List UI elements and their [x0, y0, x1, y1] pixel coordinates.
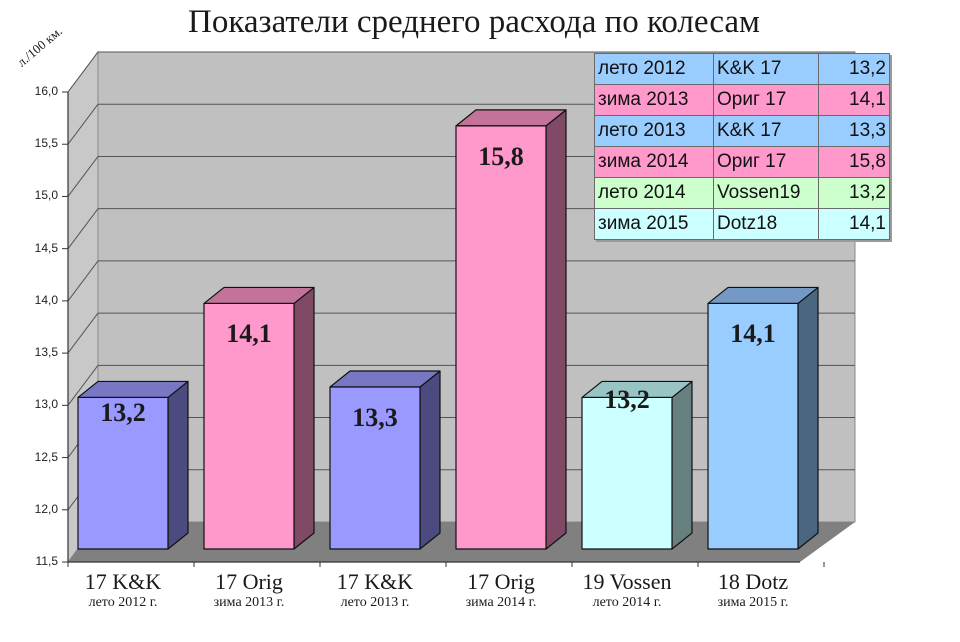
y-tick-marks [62, 91, 68, 563]
y-tick-label: 13,0 [34, 397, 58, 412]
y-tick-label: 15,0 [34, 188, 58, 203]
y-tick-label: 15,5 [34, 136, 58, 151]
category-name: 17 K&K [336, 569, 414, 594]
bars [77, 109, 819, 550]
legend-value: 14,1 [818, 84, 890, 116]
y-tick-label: 12,5 [34, 449, 58, 464]
legend-value: 13,3 [818, 115, 890, 147]
legend-period: лето 2014 [594, 177, 714, 209]
bar-value-label: 15,8 [478, 141, 524, 171]
bar-value-label: 13,3 [352, 403, 398, 432]
y-tick-label: 14,5 [34, 240, 58, 255]
legend-wheel: Ориг 17 [713, 146, 819, 178]
y-tick-label: 13,5 [34, 345, 58, 360]
category-label: 19 Vossen лето 2014 г. [557, 570, 697, 612]
bar [77, 380, 189, 550]
category-label: 18 Dotz зима 2015 г. [683, 570, 823, 612]
category-season: лето 2014 г. [592, 595, 662, 610]
bar-value-label: 14,1 [730, 319, 776, 349]
category-season: зима 2013 г. [213, 595, 285, 610]
legend-row: зима 2013 Ориг 17 14,1 [594, 84, 890, 116]
bar-value-label: 13,2 [604, 385, 650, 414]
legend-wheel: Dotz18 [713, 208, 819, 240]
y-tick-label: 14,0 [34, 292, 58, 307]
legend-row: лето 2012 K&K 17 13,2 [594, 53, 890, 85]
x-tick-marks [67, 562, 825, 567]
y-tick-label: 16,0 [34, 84, 58, 98]
legend-wheel: Ориг 17 [713, 84, 819, 116]
legend-row: зима 2014 Ориг 17 15,8 [594, 146, 890, 178]
category-label: 17 K&K лето 2013 г. [305, 570, 445, 612]
bar [455, 109, 567, 550]
category-season: зима 2014 г. [465, 595, 537, 610]
category-season: зима 2015 г. [717, 595, 789, 610]
bar [581, 380, 693, 550]
category-label: 17 K&K лето 2012 г. [53, 570, 193, 612]
category-season: лето 2013 г. [340, 595, 410, 610]
y-tick-label: 12,0 [34, 501, 58, 516]
legend-period: лето 2012 [594, 53, 714, 85]
legend-row: зима 2015 Dotz18 14,1 [594, 208, 890, 240]
category-name: 19 Vossen [582, 569, 672, 594]
legend-period: зима 2014 [594, 146, 714, 178]
bar [329, 370, 441, 550]
category-name: 17 Orig [215, 569, 283, 594]
category-name: 18 Dotz [717, 569, 789, 594]
category-season: лето 2012 г. [88, 595, 158, 610]
legend-wheel: K&K 17 [713, 53, 819, 85]
chart-title-text: Показатели среднего расхода по колесам [188, 4, 760, 40]
bar-value-label: 13,2 [100, 398, 146, 427]
category-name: 17 K&K [84, 569, 162, 594]
legend-row: лето 2014 Vossen19 13,2 [594, 177, 890, 209]
legend-table: лето 2012 K&K 17 13,2 зима 2013 Ориг 17 14,1 л… [594, 53, 890, 240]
category-label: 17 Orig зима 2013 г. [179, 570, 319, 612]
legend-period: зима 2013 [594, 84, 714, 116]
legend-row: лето 2013 K&K 17 13,3 [594, 115, 890, 147]
category-label: 17 Orig зима 2014 г. [431, 570, 571, 612]
y-tick-label: 11,5 [35, 554, 58, 568]
legend-period: зима 2015 [594, 208, 714, 240]
legend-value: 13,2 [818, 53, 890, 85]
category-name: 17 Orig [467, 569, 535, 594]
legend-period: лето 2013 [594, 115, 714, 147]
chart-title: Показатели среднего расхода по колесам [0, 4, 960, 41]
legend-value: 15,8 [818, 146, 890, 178]
legend-value: 13,2 [818, 177, 890, 209]
bar [203, 286, 315, 550]
legend-value: 14,1 [818, 208, 890, 240]
bar-value-label: 14,1 [226, 319, 272, 349]
bar [707, 286, 819, 550]
legend-wheel: Vossen19 [713, 177, 819, 209]
legend-wheel: K&K 17 [713, 115, 819, 147]
